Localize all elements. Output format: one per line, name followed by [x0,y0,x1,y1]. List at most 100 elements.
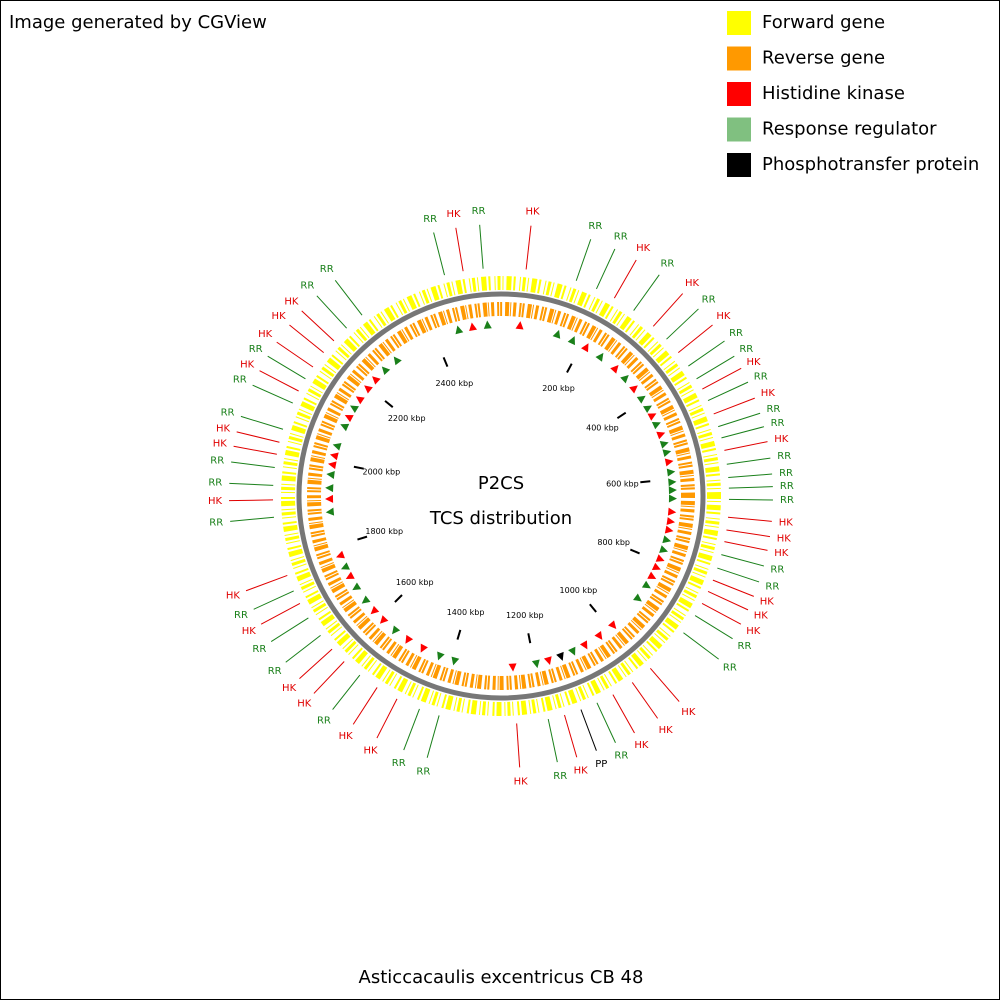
feature-marker [392,625,401,635]
feature-label: HK [634,740,649,751]
feature-marker [668,486,677,495]
feature-callout [713,397,755,415]
feature-label: RR [252,644,266,655]
feature-label: HK [446,209,461,220]
feature-label: HK [242,626,257,637]
feature-label: HK [213,439,228,450]
tick-label: 1200 kbp [506,611,544,620]
feature-marker [608,620,617,629]
feature-marker [543,656,552,666]
feature-callout [259,370,299,392]
feature-label: RR [729,328,743,339]
feature-label: HK [659,725,674,736]
feature-callout [276,341,314,368]
feature-marker [666,517,676,526]
feature-marker [344,414,354,423]
legend-label: Reverse gene [762,48,885,69]
feature-callout [525,225,532,270]
tick-label: 600 kbp [606,480,639,489]
feature-callout [229,482,274,486]
feature-callout [712,579,754,597]
reverse-gene-ring [307,302,695,690]
feature-marker [364,385,373,394]
legend-label: Forward gene [762,12,885,33]
feature-marker [629,385,638,394]
feature-marker [379,615,389,624]
feature-callout [580,709,597,751]
feature-marker [659,545,668,553]
feature-marker [656,431,666,440]
feature-label: HK [226,591,241,602]
feature-callout [721,554,764,567]
feature-callout [455,227,464,272]
feature-label: RR [209,518,223,529]
feature-marker [451,656,460,666]
legend-label: Phosphotransfer protein [762,154,979,175]
feature-callout [728,486,773,489]
feature-callout [683,632,719,660]
feature-label: RR [472,206,486,217]
feature-label: RR [660,258,674,269]
feature-label: RR [320,264,334,275]
feature-marker [329,452,339,461]
feature-marker [325,507,335,516]
feature-label: RR [416,766,430,777]
feature-marker [594,631,603,640]
feature-marker [568,646,576,656]
feature-callout [707,591,749,611]
feature-label: RR [392,758,406,769]
feature-callout [728,498,773,501]
feature-marker [345,571,355,579]
feature-callout [316,295,348,329]
feature-marker [664,458,674,467]
tick-mark [640,480,651,484]
feature-callout [236,431,280,443]
feature-callout [313,661,345,694]
feature-label: RR [300,281,314,292]
feature-callout [666,308,699,340]
legend-swatch [727,117,751,142]
feature-marker [352,582,362,591]
feature-label: RR [208,478,222,489]
tick-label: 2400 kbp [435,379,473,388]
feature-marker [647,413,657,421]
feature-label: HK [363,746,378,757]
feature-label: RR [780,481,794,492]
feature-callout [633,274,660,311]
feature-callout [724,441,768,451]
feature-label: RR [765,581,779,592]
feature-label: RR [233,374,247,385]
feature-label: RR [614,231,628,242]
tick-label: 2200 kbp [388,414,426,423]
feature-marker [651,562,661,570]
feature-callout [724,541,768,551]
feature-callout [688,340,725,367]
feature-marker [332,443,342,451]
feature-marker [325,484,334,493]
feature-callout [260,603,301,625]
feature-callout [229,499,274,502]
feature-label: RR [588,221,602,232]
feature-marker [340,423,350,432]
tick-mark [456,629,462,640]
feature-callout [694,615,733,640]
feature-callout [696,355,735,380]
legend-swatch [727,46,751,71]
feature-callout [701,603,742,625]
feature-callout [285,634,321,663]
feature-marker [340,562,350,570]
feature-callout [727,516,772,522]
feature-label: HK [685,278,700,289]
feature-callout [240,415,284,430]
feature-marker [469,322,478,331]
feature-label: HK [746,626,761,637]
feature-callout [631,682,659,719]
feature-label: RR [738,641,752,652]
feature-label: RR [423,214,437,225]
feature-label: RR [766,404,780,415]
feature-callout [352,687,378,725]
feature-marker [370,605,380,615]
feature-callout [547,718,558,763]
feature-marker [655,554,665,562]
feature-label: HK [774,434,789,445]
